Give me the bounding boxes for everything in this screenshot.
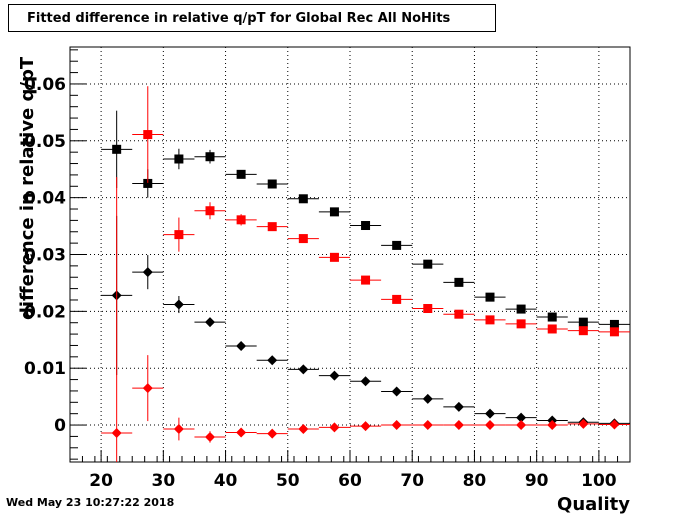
x-tick-label: 100 xyxy=(581,471,617,491)
footer-date: Wed May 23 10:27:22 2018 xyxy=(6,496,175,509)
y-tick-label: 0 xyxy=(54,416,66,436)
data-point-diamond xyxy=(453,420,464,431)
data-point-diamond xyxy=(360,376,371,387)
data-point-diamond xyxy=(547,420,558,431)
data-point-diamond xyxy=(578,418,589,429)
data-point-square xyxy=(112,144,122,154)
data-point-square xyxy=(547,312,557,322)
data-point-diamond xyxy=(422,393,433,404)
y-tick-label: 0.02 xyxy=(24,302,66,322)
data-point-diamond xyxy=(173,299,184,310)
data-point-square xyxy=(298,234,308,244)
chart-title-box: Fitted difference in relative q/pT for G… xyxy=(8,4,496,32)
data-series xyxy=(101,177,630,462)
data-point-diamond xyxy=(205,317,215,328)
data-point-square xyxy=(578,317,588,327)
x-tick-label: 30 xyxy=(151,471,175,491)
data-point-square xyxy=(329,207,339,217)
data-point-square xyxy=(361,221,371,231)
y-axis-label: difference in relative q/pT xyxy=(17,56,38,320)
x-axis-label: Quality xyxy=(557,494,630,514)
data-point-square xyxy=(267,179,277,189)
data-point-square xyxy=(298,194,308,204)
data-point-diamond xyxy=(142,383,153,394)
data-point-diamond xyxy=(391,386,402,397)
x-tick-label: 40 xyxy=(214,471,238,491)
data-point-square xyxy=(267,222,277,232)
chart-title: Fitted difference in relative q/pT for G… xyxy=(27,10,451,26)
data-point-square xyxy=(361,275,371,285)
data-point-square xyxy=(485,315,495,325)
data-point-square xyxy=(143,130,153,140)
data-point-square xyxy=(392,294,402,304)
data-point-square xyxy=(547,324,557,334)
axis-ticks: 20 30 40 50 60 70 80 90 100 0 0.01 0.02 0.03 0.04 0.05… xyxy=(24,49,631,491)
data-point-diamond xyxy=(173,424,184,435)
data-point-square xyxy=(609,327,619,337)
y-tick-label: 0.01 xyxy=(24,359,66,379)
x-tick-label: 50 xyxy=(276,471,300,491)
data-point-square xyxy=(174,154,184,164)
data-point-diamond xyxy=(422,420,433,431)
data-series xyxy=(132,86,630,337)
data-point-square xyxy=(578,326,588,336)
data-point-diamond xyxy=(329,422,340,433)
x-tick-label: 90 xyxy=(525,471,549,491)
data-point-diamond xyxy=(142,267,153,278)
data-point-diamond xyxy=(453,401,464,412)
x-tick-label: 70 xyxy=(400,471,424,491)
data-point-diamond xyxy=(267,428,278,439)
x-tick-label: 20 xyxy=(89,471,113,491)
data-point-diamond xyxy=(236,427,247,438)
data-point-square xyxy=(454,309,464,319)
data-point-diamond xyxy=(329,370,340,381)
data-point-square xyxy=(392,240,402,250)
x-tick-label: 60 xyxy=(338,471,362,491)
data-point-diamond xyxy=(516,420,527,431)
data-point-square xyxy=(329,252,339,262)
y-tick-label: 0.04 xyxy=(24,189,66,209)
data-point-square xyxy=(423,259,433,269)
data-point-diamond xyxy=(111,428,122,439)
data-point-square xyxy=(236,215,246,225)
data-point-square xyxy=(454,277,464,287)
data-point-diamond xyxy=(298,364,309,375)
data-point-square xyxy=(205,152,215,162)
data-series xyxy=(101,110,630,329)
y-tick-label: 0.05 xyxy=(24,132,66,152)
data-point-square xyxy=(609,319,619,329)
data-point-square xyxy=(423,304,433,314)
data-point-square xyxy=(174,230,184,240)
data-point-diamond xyxy=(205,431,215,442)
data-point-diamond xyxy=(267,355,278,366)
grid-lines xyxy=(70,47,630,462)
x-tick-label: 80 xyxy=(463,471,487,491)
data-point-square xyxy=(516,319,526,329)
data-point-diamond xyxy=(298,424,309,435)
data-point-diamond xyxy=(236,341,247,352)
data-point-square xyxy=(485,292,495,302)
data-point-square xyxy=(205,206,215,216)
data-point-diamond xyxy=(485,408,495,419)
data-point-square xyxy=(143,178,153,188)
data-series xyxy=(101,215,630,429)
series-layer xyxy=(101,86,630,462)
data-point-diamond xyxy=(391,420,402,431)
data-point-diamond xyxy=(516,412,527,423)
data-point-diamond xyxy=(485,420,495,431)
y-tick-label: 0.03 xyxy=(24,246,66,266)
y-tick-label: 0.06 xyxy=(24,75,66,95)
data-point-square xyxy=(516,304,526,314)
data-point-diamond xyxy=(609,419,620,430)
data-point-diamond xyxy=(360,421,371,432)
data-point-square xyxy=(236,169,246,179)
